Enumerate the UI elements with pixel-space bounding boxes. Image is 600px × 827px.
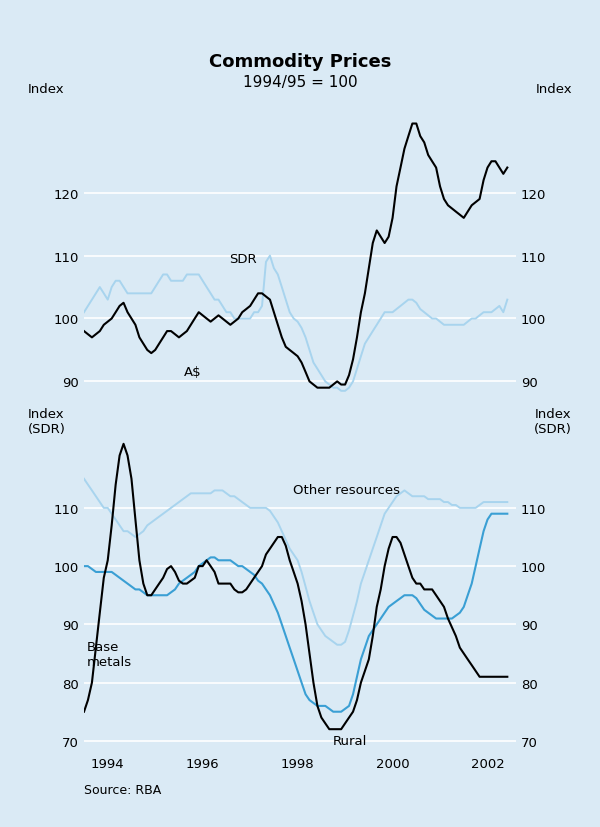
Text: Index: Index bbox=[536, 84, 572, 96]
Text: Base
metals: Base metals bbox=[86, 640, 131, 668]
Text: Rural: Rural bbox=[333, 734, 368, 747]
Text: 1994/95 = 100: 1994/95 = 100 bbox=[242, 75, 358, 90]
Text: A$: A$ bbox=[184, 366, 202, 379]
Text: Source: RBA: Source: RBA bbox=[84, 783, 161, 796]
Text: Index: Index bbox=[28, 84, 64, 96]
Text: SDR: SDR bbox=[229, 252, 256, 265]
Text: Index
(SDR): Index (SDR) bbox=[28, 408, 66, 435]
Text: Commodity Prices: Commodity Prices bbox=[209, 53, 391, 71]
Text: Index
(SDR): Index (SDR) bbox=[534, 408, 572, 435]
Text: Other resources: Other resources bbox=[293, 484, 400, 497]
